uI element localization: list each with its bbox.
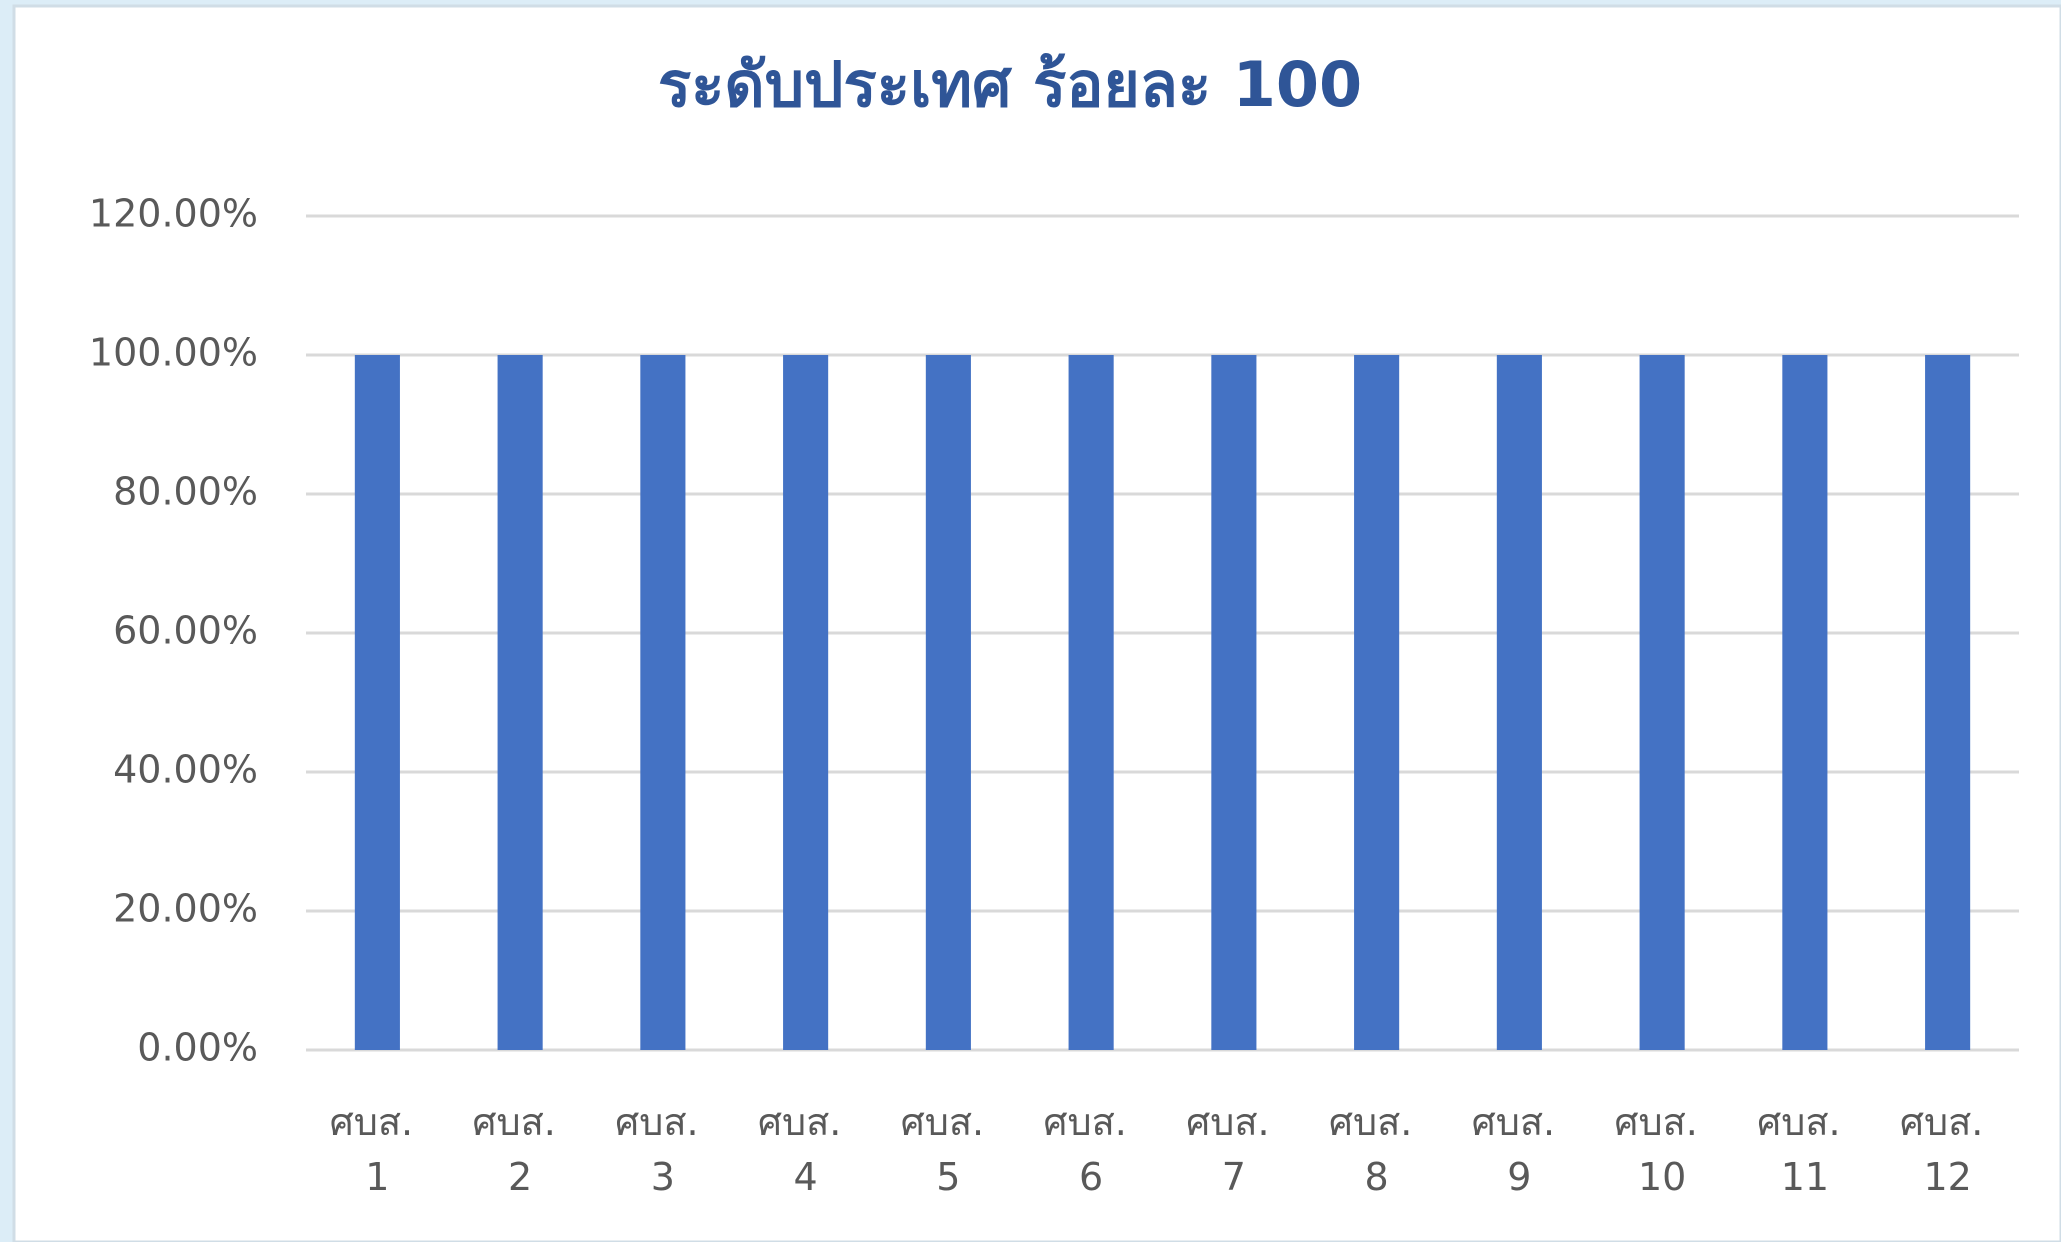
y-tick-label: 0.00%: [137, 1026, 258, 1070]
x-tick-label: ศบส. 5: [901, 1100, 997, 1199]
x-tick-label: ศบส. 1: [330, 1100, 426, 1199]
y-tick-label: 20.00%: [113, 887, 258, 931]
x-tick-label: ศบส. 3: [615, 1100, 711, 1199]
chart-panel: [12, 4, 2061, 1242]
bar: [1496, 355, 1542, 1050]
bar: [1782, 355, 1828, 1050]
bar: [1068, 355, 1114, 1050]
x-tick-label: ศบส. 9: [1472, 1100, 1568, 1199]
bar: [1925, 355, 1971, 1050]
chart-title: ระดับประเทศ ร้อยละ 100: [658, 48, 1362, 121]
x-tick-label: ศบส. 6: [1043, 1100, 1139, 1199]
bar: [783, 355, 829, 1050]
bar: [1354, 355, 1400, 1050]
x-tick-label: ศบส. 4: [758, 1100, 854, 1199]
bar: [925, 355, 971, 1050]
y-tick-label: 40.00%: [113, 748, 258, 792]
x-tick-label: ศบส. 7: [1186, 1100, 1282, 1199]
bar: [640, 355, 686, 1050]
x-tick-label: ศบส. 12: [1900, 1100, 1996, 1199]
y-tick-label: 100.00%: [89, 331, 258, 375]
bar: [1211, 355, 1257, 1050]
x-tick-label: ศบส. 2: [472, 1100, 568, 1199]
y-tick-label: 80.00%: [113, 470, 258, 514]
bar: [497, 355, 543, 1050]
y-tick-label: 120.00%: [89, 192, 258, 236]
y-tick-label: 60.00%: [113, 609, 258, 653]
x-tick-label: ศบส. 8: [1329, 1100, 1425, 1199]
x-tick-label: ศบส. 11: [1757, 1100, 1853, 1199]
x-tick-label: ศบส. 10: [1614, 1100, 1710, 1199]
bar: [1639, 355, 1685, 1050]
bar: [354, 355, 400, 1050]
